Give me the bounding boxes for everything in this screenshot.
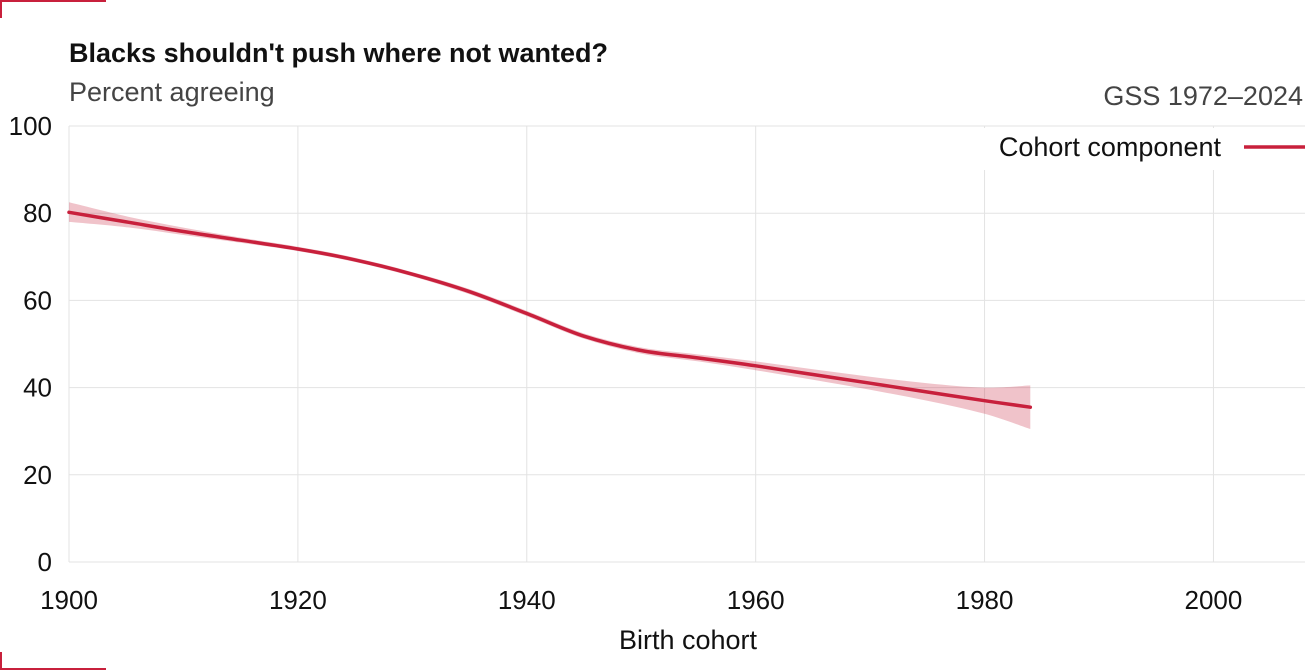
grid [68, 125, 1305, 563]
y-tick-label: 40 [23, 373, 52, 403]
tick-labels: 0 20 40 60 80 100 1900 1920 1940 1960 1980 2000 [9, 111, 1243, 615]
legend-background [966, 128, 1305, 170]
corner-mark-top-horizontal [0, 0, 106, 2]
chart-subtitle: Percent agreeing [69, 77, 275, 107]
y-tick-label: 80 [23, 198, 52, 228]
corner-mark-bottom-horizontal [0, 668, 106, 670]
y-tick-label: 100 [9, 111, 52, 141]
x-tick-label: 1940 [498, 585, 556, 615]
corner-mark-top-vertical [0, 0, 2, 18]
x-tick-label: 2000 [1185, 585, 1243, 615]
y-tick-label: 20 [23, 460, 52, 490]
series-line [67, 210, 1033, 409]
x-tick-label: 1900 [40, 585, 98, 615]
legend-label: Cohort component [999, 132, 1222, 162]
series-line-layer [67, 210, 1033, 409]
x-tick-label: 1980 [956, 585, 1014, 615]
corner-mark-bottom-vertical [0, 652, 2, 670]
chart-source: GSS 1972–2024 [1103, 81, 1303, 111]
x-tick-label: 1920 [269, 585, 327, 615]
y-tick-label: 0 [38, 547, 52, 577]
x-axis-label: Birth cohort [619, 625, 758, 655]
x-tick-label: 1960 [727, 585, 785, 615]
y-tick-label: 60 [23, 285, 52, 315]
chart-title: Blacks shouldn't push where not wanted? [69, 38, 608, 68]
